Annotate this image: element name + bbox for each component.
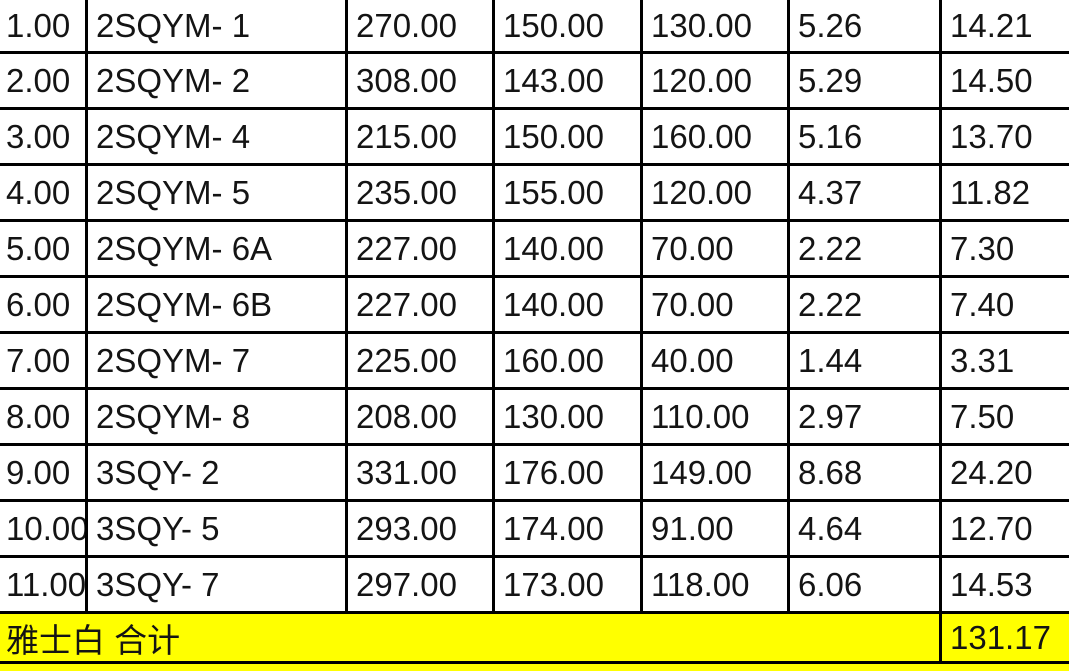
- cell-r6-c5[interactable]: 70.00: [643, 278, 790, 331]
- cell-r11-c3[interactable]: 297.00: [348, 558, 495, 611]
- cell-r1-c2[interactable]: 2SQYM- 1: [88, 0, 348, 51]
- cell-r3-c4[interactable]: 150.00: [495, 110, 643, 163]
- cell-r9-c7[interactable]: 24.20: [950, 453, 1033, 491]
- cell-r5-c5[interactable]: 70.00: [643, 222, 790, 275]
- cell-r1-c6[interactable]: 5.26: [790, 0, 942, 51]
- cell-r10-c4[interactable]: 174.00: [495, 502, 643, 555]
- cell-r6-c4[interactable]: 140.00: [495, 278, 643, 331]
- cell-r9-c1[interactable]: 9.00: [0, 446, 88, 499]
- cell-r4-c4[interactable]: 155.00: [495, 166, 643, 219]
- cell-r10-c6[interactable]: 4.64: [790, 502, 942, 555]
- cell-r8-c1[interactable]: 8.00: [0, 390, 88, 443]
- cell-r10-c3[interactable]: 293.00: [348, 502, 495, 555]
- cell-r1-c5[interactable]: 130.00: [643, 0, 790, 51]
- cell-r4-c1[interactable]: 4.00: [0, 166, 88, 219]
- cell-r1-c1[interactable]: 1.00: [0, 0, 88, 51]
- cell-r6-c2[interactable]: 2SQYM- 6B: [88, 278, 348, 331]
- cell-r5-c4[interactable]: 140.00: [495, 222, 643, 275]
- cell-r6-c6[interactable]: 2.22: [790, 278, 942, 331]
- table-row: 6.00 2SQYM- 6B 227.00 140.00 70.00 2.22 7.40: [0, 278, 1069, 334]
- cell-r10-c5[interactable]: 91.00: [643, 502, 790, 555]
- cell-r10-c2[interactable]: 3SQY- 5: [88, 502, 348, 555]
- cell-r7-c3[interactable]: 225.00: [348, 334, 495, 387]
- table-row: 2.00 2SQYM- 2 308.00 143.00 120.00 5.29 14.50: [0, 54, 1069, 110]
- table-row: 1.00 2SQYM- 1 270.00 150.00 130.00 5.26 14.21: [0, 0, 1069, 54]
- cell-r9-c5[interactable]: 149.00: [643, 446, 790, 499]
- cell-r2-c1[interactable]: 2.00: [0, 54, 88, 107]
- table-row: 8.00 2SQYM- 8 208.00 130.00 110.00 2.97 7.50: [0, 390, 1069, 446]
- cell-r2-c5[interactable]: 120.00: [643, 54, 790, 107]
- cell-r5-c3[interactable]: 227.00: [348, 222, 495, 275]
- cell-r9-c3[interactable]: 331.00: [348, 446, 495, 499]
- cell-r5-c2[interactable]: 2SQYM- 6A: [88, 222, 348, 275]
- table-row: 11.00 3SQY- 7 297.00 173.00 118.00 6.06 14.53: [0, 558, 1069, 614]
- table-row: 5.00 2SQYM- 6A 227.00 140.00 70.00 2.22 7.30: [0, 222, 1069, 278]
- cell-r8-c3[interactable]: 208.00: [348, 390, 495, 443]
- cell-r2-c6[interactable]: 5.29: [790, 54, 942, 107]
- table-row: 9.00 3SQY- 2 331.00 176.00 149.00 8.68 24.20: [0, 446, 1069, 502]
- cell-r7-c1[interactable]: 7.00: [0, 334, 88, 387]
- table-row: 3.00 2SQYM- 4 215.00 150.00 160.00 5.16 13.70: [0, 110, 1069, 166]
- cell-r9-c4[interactable]: 176.00: [495, 446, 643, 499]
- cell-r4-c6[interactable]: 4.37: [790, 166, 942, 219]
- cell-r2-c3[interactable]: 308.00: [348, 54, 495, 107]
- cell-r5-c1[interactable]: 5.00: [0, 222, 88, 275]
- cell-r4-c7[interactable]: 11.82: [950, 173, 1031, 211]
- total-label-cell[interactable]: 雅士白 合计: [0, 614, 942, 661]
- cell-r8-c4[interactable]: 130.00: [495, 390, 643, 443]
- next-row-partial: [0, 664, 1069, 671]
- cell-r5-c6[interactable]: 2.22: [790, 222, 942, 275]
- cell-r9-c6[interactable]: 8.68: [790, 446, 942, 499]
- cell-r10-c7[interactable]: 12.70: [950, 509, 1033, 547]
- cell-r8-c7[interactable]: 7.50: [950, 397, 1015, 435]
- cell-r9-c2[interactable]: 3SQY- 2: [88, 446, 348, 499]
- cell-r8-c5[interactable]: 110.00: [643, 390, 790, 443]
- cell-r3-c3[interactable]: 215.00: [348, 110, 495, 163]
- cell-r6-c7[interactable]: 7.40: [950, 285, 1015, 323]
- cell-r8-c2[interactable]: 2SQYM- 8: [88, 390, 348, 443]
- table-row: 10.00 3SQY- 5 293.00 174.00 91.00 4.64 12.70: [0, 502, 1069, 558]
- table-row: 7.00 2SQYM- 7 225.00 160.00 40.00 1.44 3.31: [0, 334, 1069, 390]
- cell-r4-c5[interactable]: 120.00: [643, 166, 790, 219]
- cell-r1-c7[interactable]: 14.21: [950, 6, 1033, 44]
- cell-r7-c2[interactable]: 2SQYM- 7: [88, 334, 348, 387]
- cell-r11-c6[interactable]: 6.06: [790, 558, 942, 611]
- cell-r2-c4[interactable]: 143.00: [495, 54, 643, 107]
- cell-r3-c2[interactable]: 2SQYM- 4: [88, 110, 348, 163]
- cell-r11-c5[interactable]: 118.00: [643, 558, 790, 611]
- cell-r11-c1[interactable]: 11.00: [0, 558, 88, 611]
- cell-r10-c1[interactable]: 10.00: [0, 502, 88, 555]
- cell-r3-c5[interactable]: 160.00: [643, 110, 790, 163]
- cell-r3-c7[interactable]: 13.70: [950, 117, 1033, 155]
- cell-r11-c2[interactable]: 3SQY- 7: [88, 558, 348, 611]
- cell-r1-c3[interactable]: 270.00: [348, 0, 495, 51]
- cell-r4-c3[interactable]: 235.00: [348, 166, 495, 219]
- cell-r6-c1[interactable]: 6.00: [0, 278, 88, 331]
- cell-r7-c5[interactable]: 40.00: [643, 334, 790, 387]
- total-value-cell[interactable]: 131.17: [950, 618, 1051, 656]
- table-row: 4.00 2SQYM- 5 235.00 155.00 120.00 4.37 11.82: [0, 166, 1069, 222]
- total-row: 雅士白 合计 131.17: [0, 614, 1069, 664]
- table-body: 1.00 2SQYM- 1 270.00 150.00 130.00 5.26 14.21 2…: [0, 0, 1069, 614]
- cell-r6-c3[interactable]: 227.00: [348, 278, 495, 331]
- cell-r2-c7[interactable]: 14.50: [950, 61, 1033, 99]
- cell-r2-c2[interactable]: 2SQYM- 2: [88, 54, 348, 107]
- cell-r5-c7[interactable]: 7.30: [950, 229, 1015, 267]
- cell-r1-c4[interactable]: 150.00: [495, 0, 643, 51]
- cell-r11-c4[interactable]: 173.00: [495, 558, 643, 611]
- cell-r7-c7[interactable]: 3.31: [950, 341, 1015, 379]
- cell-r11-c7[interactable]: 14.53: [950, 565, 1033, 603]
- cell-r3-c6[interactable]: 5.16: [790, 110, 942, 163]
- cell-r3-c1[interactable]: 3.00: [0, 110, 88, 163]
- cell-r7-c6[interactable]: 1.44: [790, 334, 942, 387]
- cell-r8-c6[interactable]: 2.97: [790, 390, 942, 443]
- cell-r4-c2[interactable]: 2SQYM- 5: [88, 166, 348, 219]
- cell-r7-c4[interactable]: 160.00: [495, 334, 643, 387]
